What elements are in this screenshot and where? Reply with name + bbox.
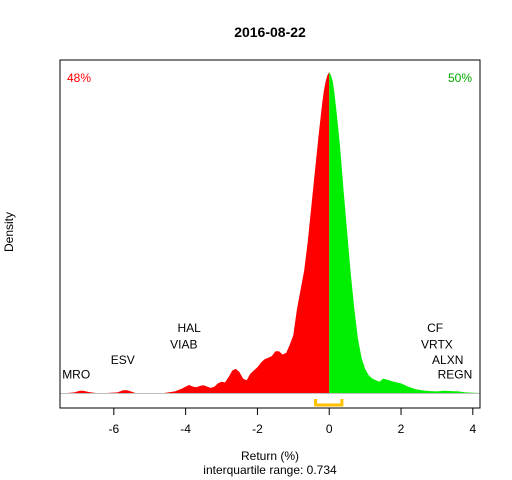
annotation-mro: MRO (62, 368, 90, 382)
negative-share-label: 48% (67, 71, 91, 85)
annotation-regn: REGN (438, 368, 473, 382)
annotation-viab: VIAB (170, 338, 197, 352)
annotation-vrtx: VRTX (421, 338, 453, 352)
x-tick-label: 4 (469, 422, 476, 436)
iqr-bracket (314, 399, 344, 407)
annotation-hal: HAL (178, 321, 202, 335)
x-axis: -6 -4 -2 0 2 4 (109, 408, 476, 436)
x-tick-label: -4 (180, 422, 191, 436)
positive-share-label: 50% (448, 71, 472, 85)
iqr-subtitle: interquartile range: 0.734 (203, 463, 337, 477)
y-axis-label: Density (2, 212, 16, 252)
x-tick-label: 2 (398, 422, 405, 436)
annotation-alxn: ALXN (432, 353, 463, 367)
plot-frame (59, 59, 481, 409)
x-tick-label: -2 (252, 422, 263, 436)
x-tick-label: -6 (109, 422, 120, 436)
x-axis-label: Return (%) (241, 449, 299, 463)
positive-density-area (329, 72, 480, 393)
plot-area (59, 59, 481, 409)
negative-density-area (60, 72, 330, 393)
chart-title: 2016-08-22 (234, 24, 306, 40)
annotation-cf: CF (427, 321, 443, 335)
x-tick-label: 0 (326, 422, 333, 436)
annotation-esv: ESV (111, 353, 135, 367)
